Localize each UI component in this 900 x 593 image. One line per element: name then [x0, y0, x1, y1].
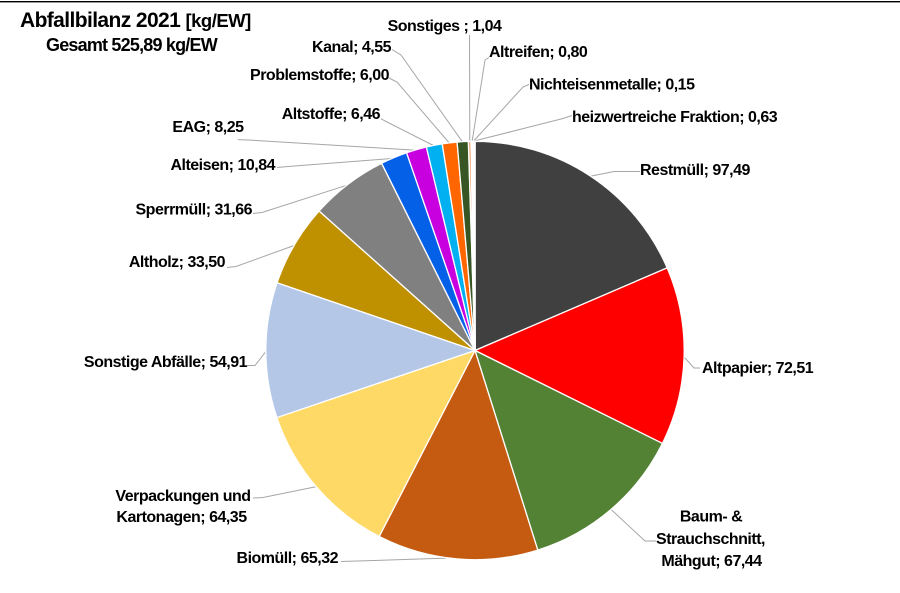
svg-text:Altreifen; 0,80: Altreifen; 0,80	[489, 44, 588, 61]
svg-text:Strauchschnitt,: Strauchschnitt,	[656, 531, 765, 548]
svg-text:Kanal; 4,55: Kanal; 4,55	[312, 39, 392, 56]
svg-text:heizwertreiche Fraktion; 0,63: heizwertreiche Fraktion; 0,63	[572, 109, 778, 126]
svg-text:Altpapier; 72,51: Altpapier; 72,51	[702, 360, 814, 377]
svg-text:Kartonagen; 64,35: Kartonagen; 64,35	[116, 509, 247, 526]
svg-text:Alteisen; 10,84: Alteisen; 10,84	[170, 157, 275, 174]
svg-text:Nichteisenmetalle; 0,15: Nichteisenmetalle; 0,15	[529, 77, 695, 94]
svg-text:Sonstige Abfälle; 54,91: Sonstige Abfälle; 54,91	[84, 354, 248, 371]
svg-text:Sperrmüll; 31,66: Sperrmüll; 31,66	[136, 202, 253, 219]
svg-text:EAG; 8,25: EAG; 8,25	[172, 119, 244, 136]
svg-text:Altstoffe; 6,46: Altstoffe; 6,46	[282, 106, 381, 123]
svg-text:Verpackungen und: Verpackungen und	[115, 488, 250, 505]
svg-text:Problemstoffe; 6,00: Problemstoffe; 6,00	[250, 67, 390, 84]
svg-text:Biomüll; 65,32: Biomüll; 65,32	[237, 550, 339, 567]
svg-text:Sonstiges ; 1,04: Sonstiges ; 1,04	[388, 18, 502, 35]
svg-text:Altholz; 33,50: Altholz; 33,50	[129, 254, 226, 271]
svg-text:Baum- &: Baum- &	[680, 509, 743, 526]
svg-text:Mähgut; 67,44: Mähgut; 67,44	[661, 553, 762, 570]
svg-text:Restmüll; 97,49: Restmüll; 97,49	[640, 162, 750, 179]
svg-text:Abfallbilanz 2021 [kg/EW]: Abfallbilanz 2021 [kg/EW]	[20, 9, 251, 32]
svg-text:Gesamt 525,89 kg/EW: Gesamt 525,89 kg/EW	[46, 35, 218, 55]
